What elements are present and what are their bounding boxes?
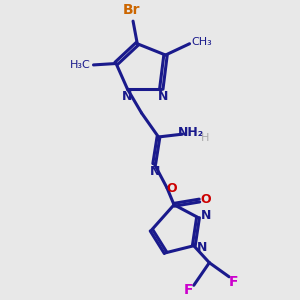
Text: CH₃: CH₃ bbox=[191, 37, 212, 47]
Text: N: N bbox=[196, 241, 207, 254]
Text: F: F bbox=[229, 275, 238, 289]
Text: H₃C: H₃C bbox=[70, 60, 90, 70]
Text: N: N bbox=[158, 90, 168, 103]
Text: F: F bbox=[184, 284, 194, 297]
Text: O: O bbox=[200, 193, 211, 206]
Text: O: O bbox=[167, 182, 177, 195]
Text: N: N bbox=[122, 90, 132, 103]
Text: NH₂: NH₂ bbox=[178, 126, 204, 139]
Text: N: N bbox=[150, 165, 160, 178]
Text: N: N bbox=[201, 209, 211, 222]
Text: Br: Br bbox=[123, 3, 140, 17]
Text: H: H bbox=[201, 134, 209, 143]
